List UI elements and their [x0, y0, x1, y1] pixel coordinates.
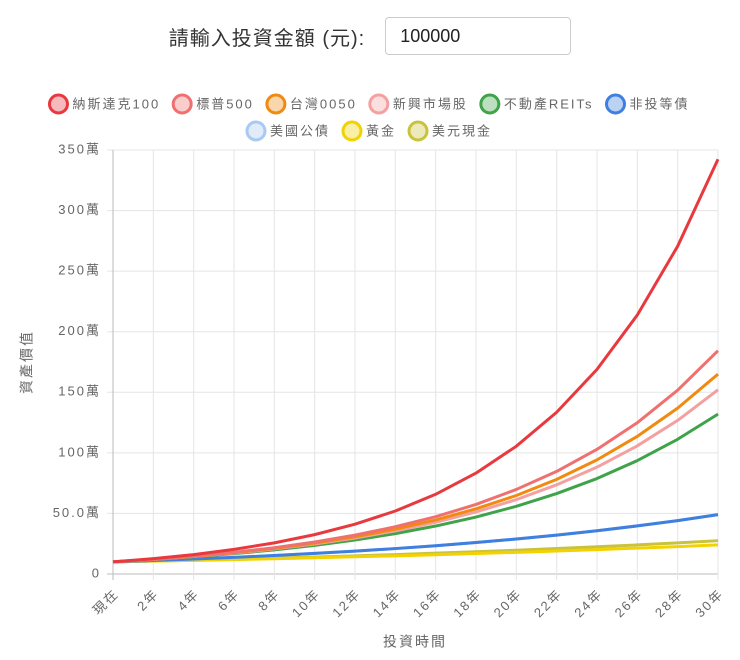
input-label: 請輸入投資金額 (元): [168, 27, 366, 50]
legend-label: 非投等債 [630, 96, 690, 111]
input-row: 請輸入投資金額 (元): [0, 14, 740, 58]
series-line [112, 412, 719, 564]
x-axis-title: 投資時間 [383, 634, 447, 650]
x-tick-label: 22年 [531, 586, 565, 620]
y-tick-label: 50.0萬 [53, 505, 101, 520]
legend-item: 標普500 [171, 93, 254, 115]
legend-item: 美國公債 [245, 120, 330, 142]
legend-marker [171, 93, 193, 115]
legend-item: 非投等債 [605, 93, 690, 115]
legend-marker [47, 93, 69, 115]
legend-label: 不動產REITs [504, 96, 594, 111]
x-tick-label: 6年 [215, 586, 243, 614]
x-tick-label: 24年 [571, 586, 605, 620]
x-tick-label: 4年 [174, 586, 202, 614]
x-tick-label: 10年 [289, 586, 323, 620]
legend-item: 黃金 [341, 120, 396, 142]
legend-label: 新興市場股 [393, 96, 468, 111]
y-tick-label: 100萬 [58, 444, 101, 459]
legend-item: 台灣0050 [265, 93, 357, 115]
legend-label: 美元現金 [432, 123, 492, 138]
x-tick-label: 2年 [134, 586, 162, 614]
y-tick-label: 0 [92, 565, 101, 580]
legend-item: 納斯達克100 [47, 93, 160, 115]
series-line [112, 543, 719, 564]
y-tick-label: 150萬 [58, 384, 101, 399]
series-line [112, 349, 720, 564]
legend-label: 標普500 [196, 96, 254, 111]
legend-marker [368, 93, 390, 115]
x-tick-label: 26年 [612, 586, 646, 620]
y-tick-label: 200萬 [58, 323, 101, 338]
legend-label: 台灣0050 [290, 96, 357, 111]
series-line [112, 158, 720, 564]
x-tick-label: 30年 [692, 586, 726, 620]
legend-marker [479, 93, 501, 115]
amount-input[interactable] [385, 17, 572, 55]
series-line [112, 513, 719, 564]
legend-label: 黃金 [366, 123, 396, 138]
legend-marker [407, 120, 429, 142]
x-tick-label: 14年 [370, 586, 404, 620]
legend-label: 美國公債 [270, 123, 330, 138]
y-tick-label: 300萬 [58, 202, 101, 217]
x-tick-label: 28年 [652, 586, 686, 620]
legend-marker [605, 93, 626, 115]
x-tick-label: 16年 [410, 586, 444, 620]
x-tick-label: 12年 [329, 586, 363, 620]
legend-marker [341, 120, 363, 142]
y-tick-label: 350萬 [58, 141, 101, 156]
x-tick-label: 8年 [255, 586, 283, 614]
series-line [112, 372, 719, 564]
x-tick-label: 18年 [450, 586, 484, 620]
legend-item: 美元現金 [407, 120, 492, 142]
y-tick-label: 250萬 [58, 263, 101, 278]
legend-marker [245, 120, 267, 142]
legend-item: 不動產REITs [479, 93, 594, 115]
legend-label: 納斯達克100 [72, 96, 160, 111]
y-axis-title: 資產價值 [19, 330, 35, 394]
legend-item: 新興市場股 [368, 93, 468, 115]
legend-marker [265, 93, 287, 115]
x-tick-label: 20年 [491, 586, 525, 620]
x-tick-label: 現在 [90, 586, 122, 618]
series-line [112, 388, 719, 564]
